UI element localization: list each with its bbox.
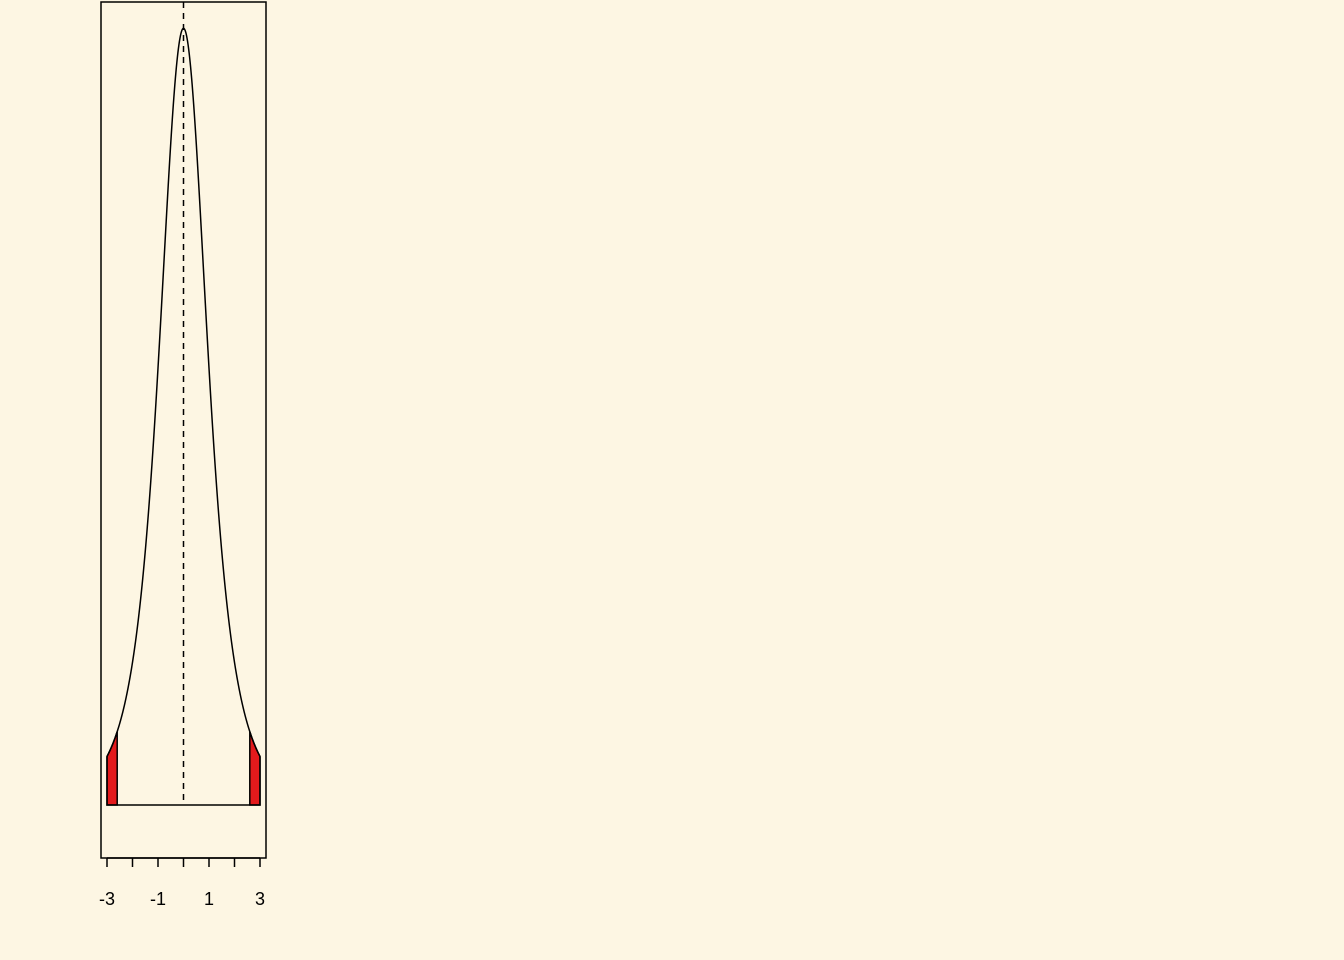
x-tick-label: -1 <box>150 889 166 909</box>
x-tick-label: -3 <box>99 889 115 909</box>
x-tick-label: 1 <box>204 889 214 909</box>
x-axis: -3 -1 1 3 <box>99 857 265 909</box>
x-tick-label: 3 <box>255 889 265 909</box>
density-baseline <box>106 756 261 806</box>
